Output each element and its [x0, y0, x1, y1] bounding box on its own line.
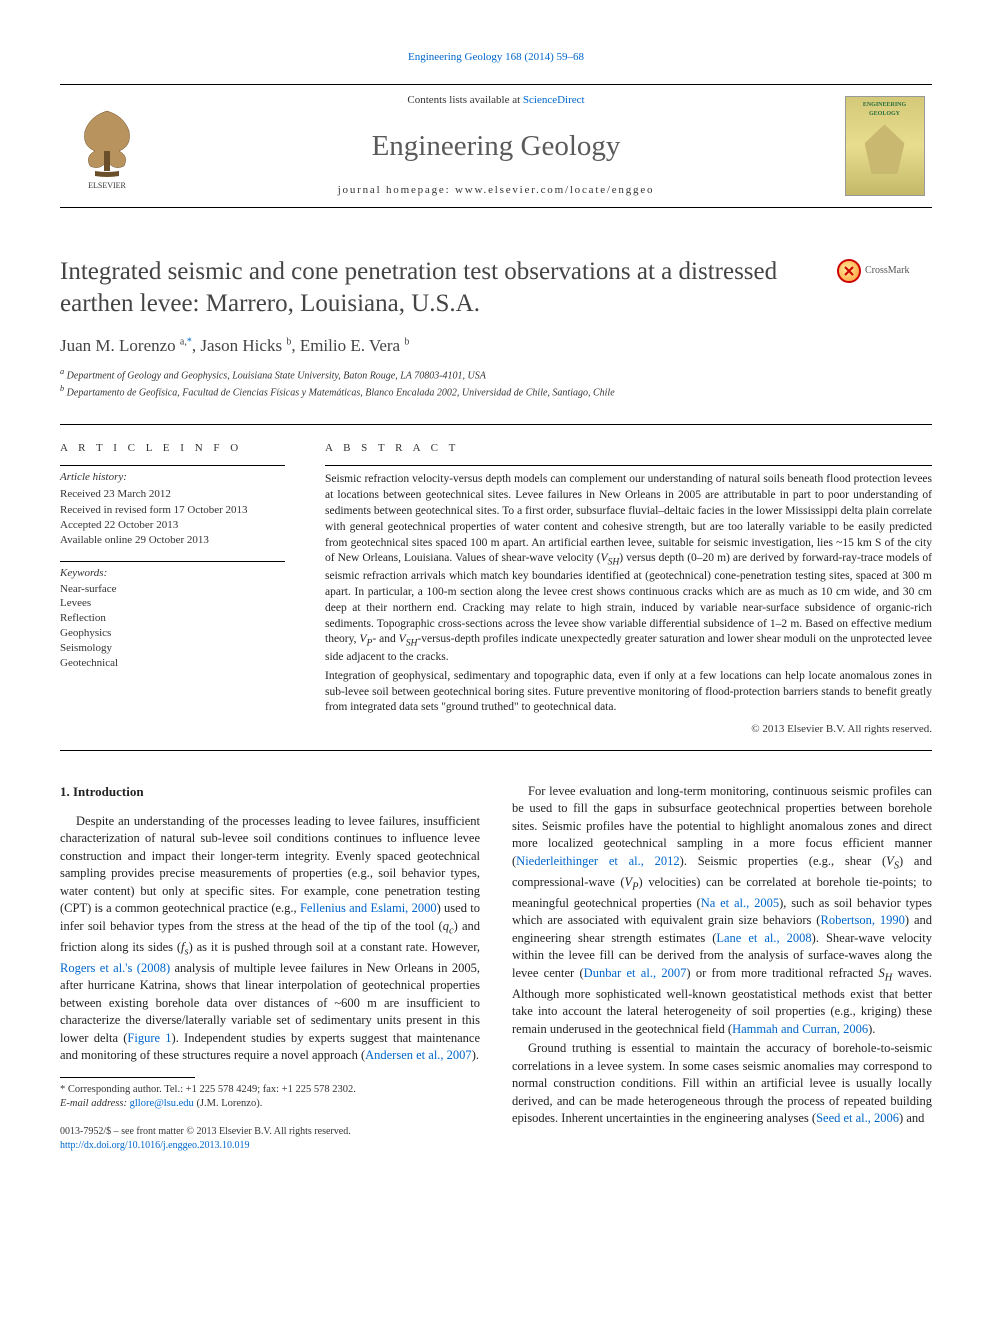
history-line: Received in revised form 17 October 2013 — [60, 503, 285, 518]
crossmark-icon — [837, 259, 861, 283]
keyword: Geotechnical — [60, 656, 285, 671]
history-line: Available online 29 October 2013 — [60, 533, 285, 548]
copyright: © 2013 Elsevier B.V. All rights reserved… — [325, 722, 932, 737]
history-line: Received 23 March 2012 — [60, 487, 285, 502]
doi-link[interactable]: http://dx.doi.org/10.1016/j.enggeo.2013.… — [60, 1139, 480, 1153]
article-info-panel: A R T I C L E I N F O Article history: R… — [60, 425, 285, 737]
section-divider — [60, 750, 932, 751]
intro-para-1: Despite an understanding of the processe… — [60, 813, 480, 1065]
cover-shape-icon — [865, 124, 905, 174]
keyword: Geophysics — [60, 626, 285, 641]
column-right: For levee evaluation and long-term monit… — [512, 783, 932, 1154]
history-head: Article history: — [60, 465, 285, 486]
affiliation-b: b Departamento de Geofísica, Facultad de… — [60, 383, 932, 400]
sciencedirect-link[interactable]: ScienceDirect — [523, 94, 585, 106]
history-line: Accepted 22 October 2013 — [60, 518, 285, 533]
article-info-heading: A R T I C L E I N F O — [60, 441, 285, 457]
cover-title: ENGINEERING GEOLOGY — [850, 101, 920, 118]
citation-link[interactable]: Engineering Geology 168 (2014) 59–68 — [60, 50, 932, 66]
affiliations: a a Department of Geology and Geophysics… — [60, 366, 932, 401]
elsevier-text: ELSEVIER — [88, 181, 126, 190]
article-title: Integrated seismic and cone penetration … — [60, 256, 817, 320]
journal-cover: ENGINEERING GEOLOGY — [837, 91, 932, 201]
footnote-divider — [60, 1077, 195, 1078]
crossmark-badge[interactable]: CrossMark — [837, 256, 932, 286]
intro-para-2: For levee evaluation and long-term monit… — [512, 783, 932, 1039]
keyword: Near-surface — [60, 582, 285, 597]
email-link[interactable]: gllore@lsu.edu — [130, 1098, 194, 1109]
intro-heading: 1. Introduction — [60, 783, 480, 801]
journal-homepage: journal homepage: www.elsevier.com/locat… — [155, 183, 837, 199]
affiliation-a: a a Department of Geology and Geophysics… — [60, 366, 932, 383]
elsevier-logo: ELSEVIER — [60, 91, 155, 201]
keywords-head: Keywords: — [60, 561, 285, 582]
abstract-para-1: Seismic refraction velocity-versus depth… — [325, 472, 932, 666]
contents-line: Contents lists available at ScienceDirec… — [155, 93, 837, 109]
abstract-para-2: Integration of geophysical, sedimentary … — [325, 669, 932, 717]
body-text: 1. Introduction Despite an understanding… — [60, 783, 932, 1154]
keyword: Levees — [60, 596, 285, 611]
keyword: Seismology — [60, 641, 285, 656]
intro-para-3: Ground truthing is essential to maintain… — [512, 1040, 932, 1128]
crossmark-label: CrossMark — [865, 264, 909, 279]
abstract-heading: A B S T R A C T — [325, 441, 932, 457]
journal-name: Engineering Geology — [155, 125, 837, 167]
column-left: 1. Introduction Despite an understanding… — [60, 783, 480, 1154]
page-footer: 0013-7952/$ – see front matter © 2013 El… — [60, 1125, 480, 1153]
abstract-panel: A B S T R A C T Seismic refraction veloc… — [325, 425, 932, 737]
corresponding-footnote: * Corresponding author. Tel.: +1 225 578… — [60, 1083, 480, 1111]
authors: Juan M. Lorenzo a,*, Jason Hicks b, Emil… — [60, 334, 932, 359]
journal-header: ELSEVIER Contents lists available at Sci… — [60, 84, 932, 208]
keyword: Reflection — [60, 611, 285, 626]
